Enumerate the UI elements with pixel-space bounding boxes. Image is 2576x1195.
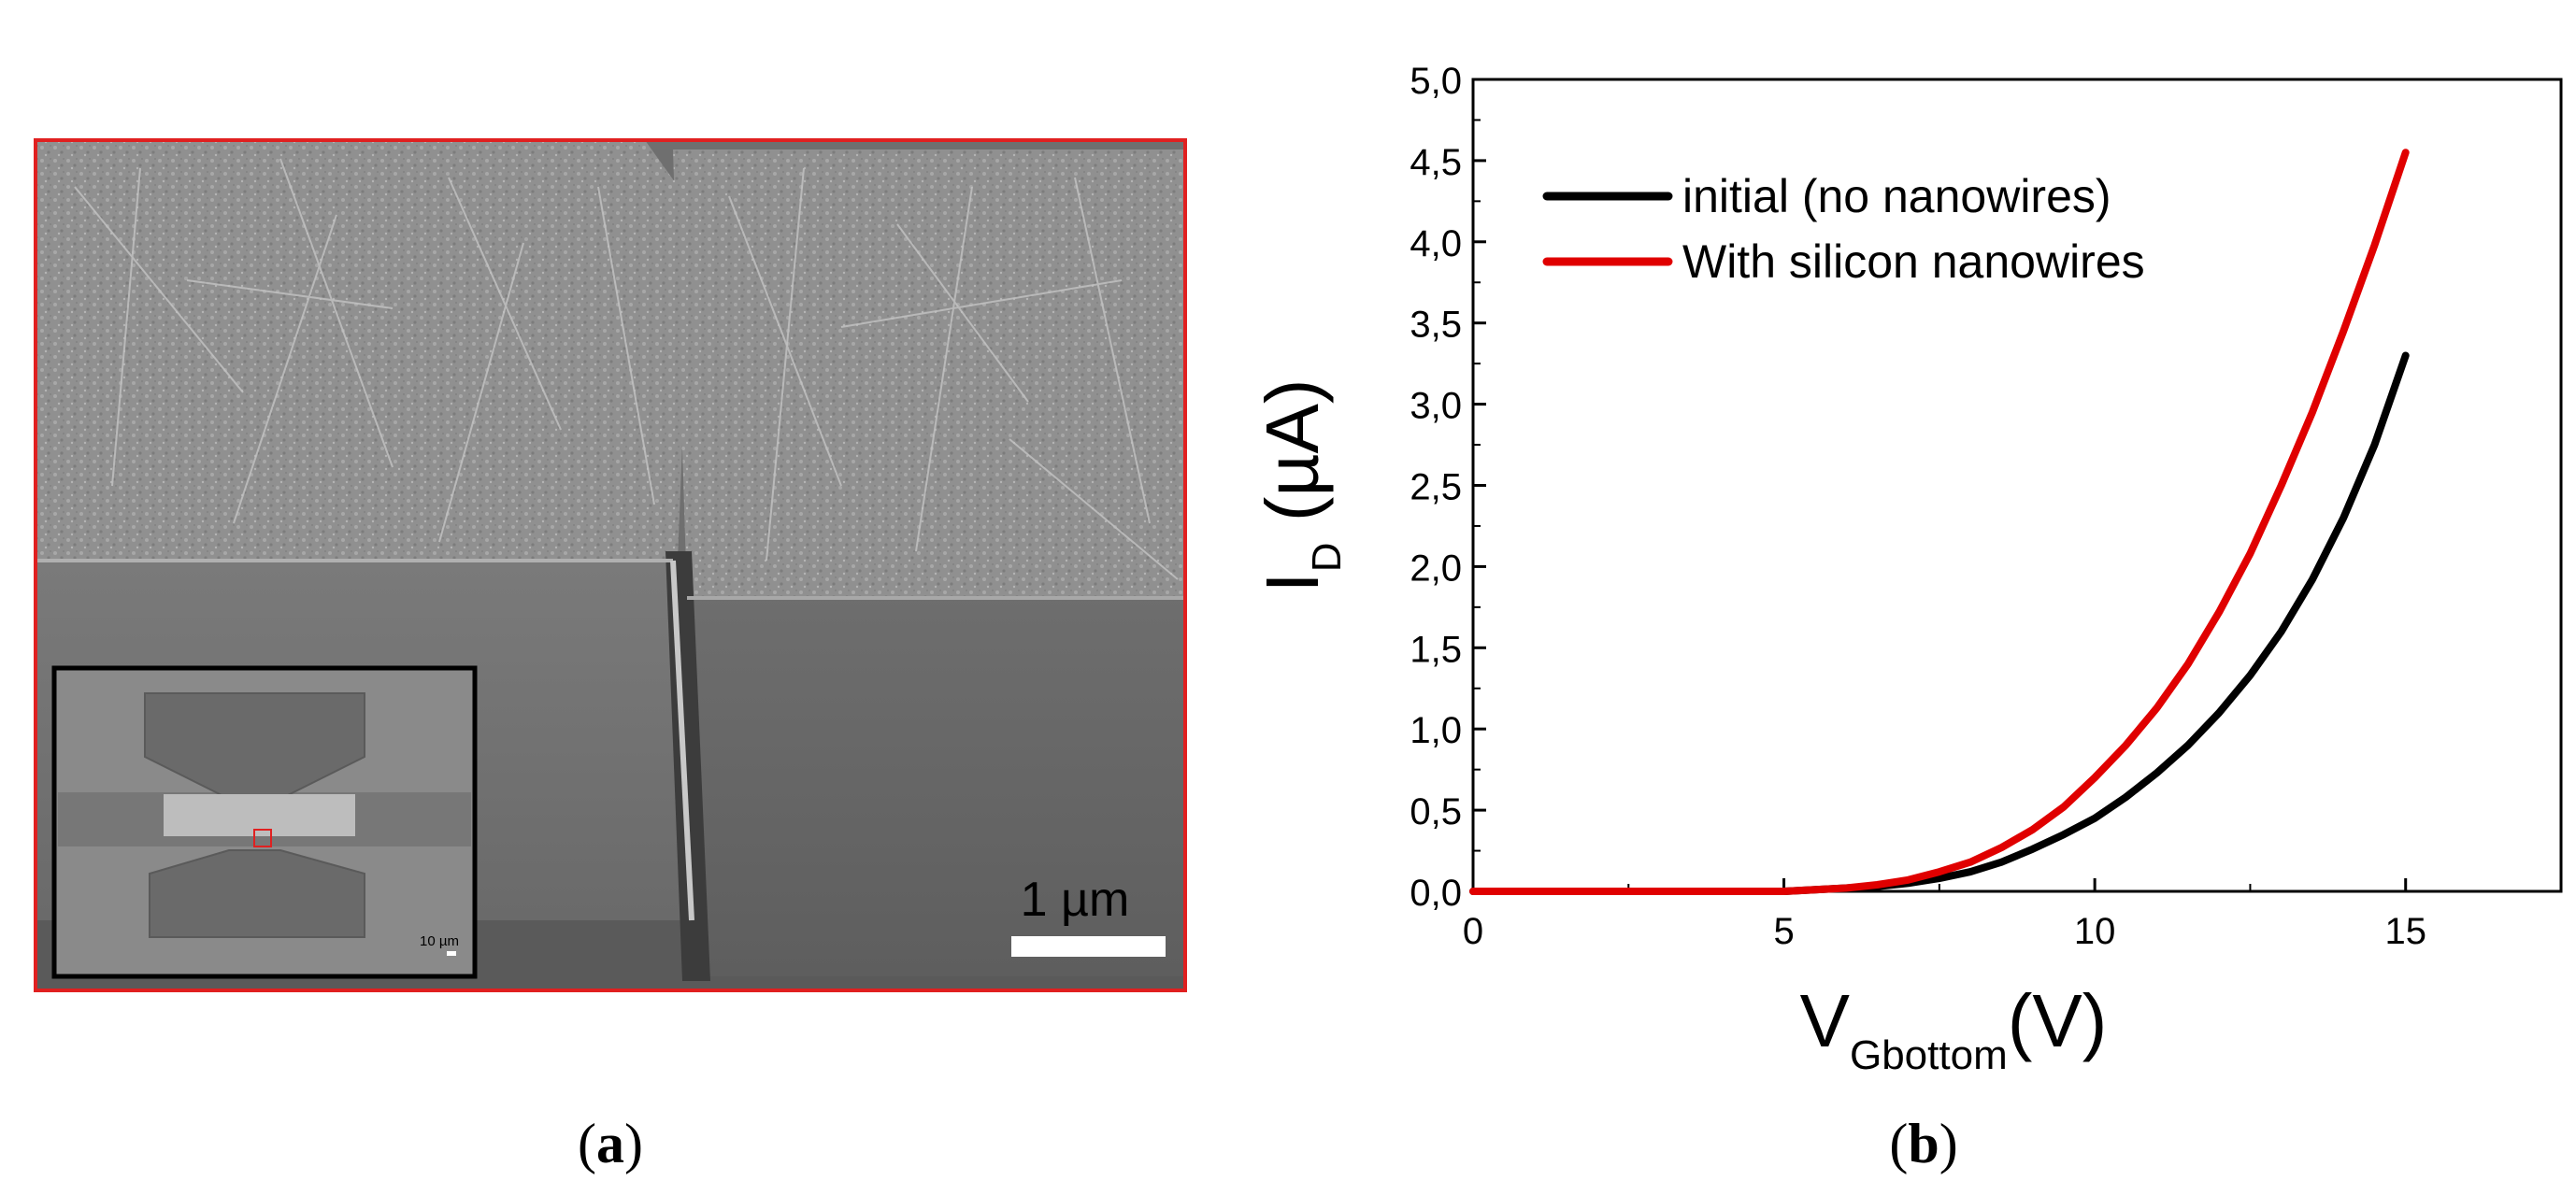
y-tick-label: 3,0 [1410, 386, 1462, 427]
scale-bar: 1 µm [1011, 873, 1166, 957]
inset-scale-label: 10 µm [420, 933, 459, 949]
caption-b: (b) [1889, 1113, 1958, 1174]
y-tick-label: 5,0 [1410, 61, 1462, 102]
y-tick-label: 2,5 [1410, 467, 1462, 508]
inset-overview: 10 µm [51, 665, 478, 979]
y-axis-label: ID (µA) [1251, 379, 1350, 593]
legend-label: initial (no nanowires) [1682, 170, 2111, 222]
y-tick-label: 4,0 [1410, 223, 1462, 264]
y-tick-label: 4,5 [1410, 142, 1462, 183]
inset-region-marker [253, 829, 272, 847]
image-frame [34, 138, 1187, 992]
x-axis-label: VGbottom(V) [1800, 979, 2108, 1078]
sem-micrograph-panel: 1 µm 10 µm [34, 138, 1187, 992]
y-tick-label: 0,5 [1410, 791, 1462, 832]
y-tick-label: 3,5 [1410, 305, 1462, 346]
y-tick-label: 1,5 [1410, 629, 1462, 670]
x-tick-label: 10 [2074, 911, 2116, 952]
legend-label: With silicon nanowires [1682, 235, 2145, 288]
y-tick-label: 1,0 [1410, 710, 1462, 751]
y-tick-label: 2,0 [1410, 548, 1462, 589]
series-line [1469, 149, 2410, 895]
x-tick-label: 5 [1773, 911, 1794, 952]
caption-a: (a) [578, 1113, 643, 1174]
x-tick-label: 0 [1463, 911, 1483, 952]
scale-bar-label: 1 µm [1021, 873, 1130, 927]
sem-image [36, 140, 1185, 990]
series-line [1469, 351, 2410, 895]
x-tick-label: 15 [2384, 911, 2426, 952]
y-tick-label: 0,0 [1410, 873, 1462, 914]
